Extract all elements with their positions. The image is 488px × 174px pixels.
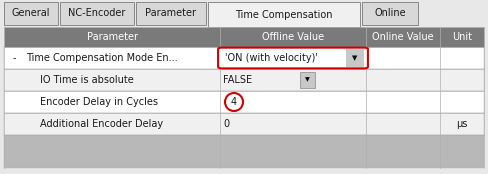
Text: -: - bbox=[12, 53, 16, 63]
Text: Offline Value: Offline Value bbox=[262, 32, 324, 42]
Text: IO Time is absolute: IO Time is absolute bbox=[40, 75, 134, 85]
Text: NC-Encoder: NC-Encoder bbox=[68, 9, 126, 18]
FancyBboxPatch shape bbox=[4, 2, 58, 25]
FancyBboxPatch shape bbox=[60, 2, 134, 25]
Text: Online: Online bbox=[374, 9, 406, 18]
Text: General: General bbox=[12, 9, 50, 18]
FancyBboxPatch shape bbox=[346, 49, 364, 67]
Text: Parameter: Parameter bbox=[145, 9, 197, 18]
FancyBboxPatch shape bbox=[4, 69, 484, 91]
Text: μs: μs bbox=[456, 119, 468, 129]
Text: Time Compensation: Time Compensation bbox=[235, 10, 333, 19]
FancyBboxPatch shape bbox=[4, 27, 484, 47]
FancyBboxPatch shape bbox=[218, 48, 368, 68]
Text: 4: 4 bbox=[231, 97, 237, 107]
Ellipse shape bbox=[225, 93, 243, 111]
Text: 'ON (with velocity)': 'ON (with velocity)' bbox=[225, 53, 318, 63]
FancyBboxPatch shape bbox=[136, 2, 206, 25]
Text: FALSE: FALSE bbox=[223, 75, 252, 85]
FancyBboxPatch shape bbox=[4, 91, 484, 113]
FancyBboxPatch shape bbox=[4, 47, 484, 69]
Text: Unit: Unit bbox=[452, 32, 472, 42]
FancyBboxPatch shape bbox=[362, 2, 418, 25]
Text: Additional Encoder Delay: Additional Encoder Delay bbox=[40, 119, 163, 129]
Text: Parameter: Parameter bbox=[86, 32, 138, 42]
FancyBboxPatch shape bbox=[300, 72, 315, 88]
Text: 0: 0 bbox=[223, 119, 229, 129]
Text: Encoder Delay in Cycles: Encoder Delay in Cycles bbox=[40, 97, 158, 107]
FancyBboxPatch shape bbox=[208, 2, 360, 27]
Text: ▼: ▼ bbox=[352, 55, 358, 61]
Text: Online Value: Online Value bbox=[372, 32, 434, 42]
Text: Time Compensation Mode En...: Time Compensation Mode En... bbox=[26, 53, 178, 63]
FancyBboxPatch shape bbox=[4, 113, 484, 135]
Text: ▼: ▼ bbox=[305, 77, 310, 82]
FancyBboxPatch shape bbox=[4, 135, 484, 168]
